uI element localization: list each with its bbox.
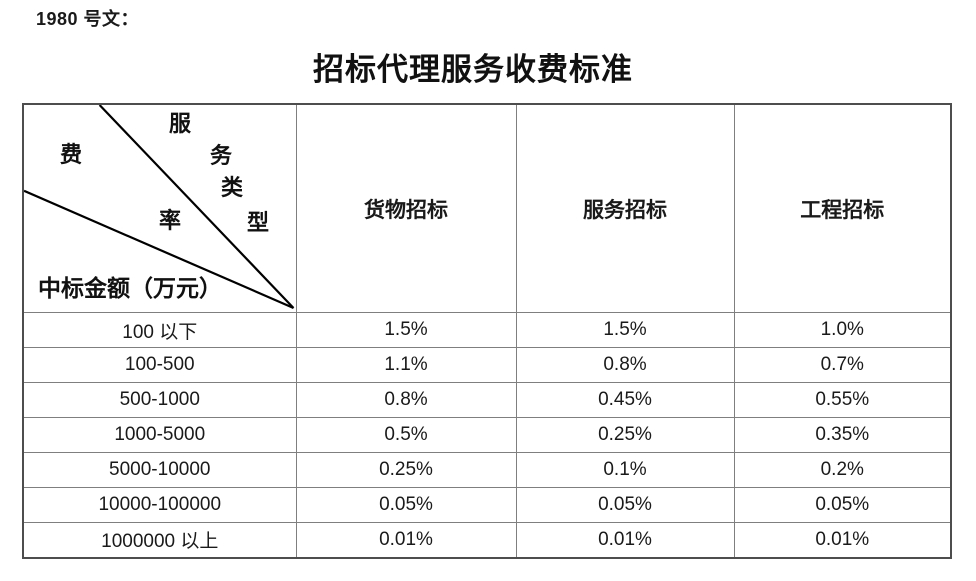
diagonal-divider-lines <box>24 105 295 309</box>
column-header-engineering: 工程招标 <box>733 103 952 313</box>
fee-cell: 1.0% <box>733 312 952 348</box>
fee-cell: 0.8% <box>515 347 735 383</box>
column-header-goods: 货物招标 <box>295 103 517 313</box>
amount-range-cell: 100-500 <box>22 347 297 383</box>
fee-cell: 0.45% <box>515 382 735 418</box>
fee-cell: 0.05% <box>733 487 952 523</box>
amount-range-cell: 10000-100000 <box>22 487 297 523</box>
column-header-services: 服务招标 <box>515 103 735 313</box>
header-row: 服 务 类 型 费 率 中标金额（万元） 货物招标 服务招标 工程招标 <box>22 103 952 313</box>
fee-cell: 0.25% <box>515 417 735 453</box>
table-row: 100 以下 1.5% 1.5% 1.0% <box>22 312 952 348</box>
amount-range-cell: 5000-10000 <box>22 452 297 488</box>
table-row: 5000-10000 0.25% 0.1% 0.2% <box>22 452 952 488</box>
fee-cell: 1.1% <box>295 347 517 383</box>
table-row: 500-1000 0.8% 0.45% 0.55% <box>22 382 952 418</box>
fee-cell: 0.25% <box>295 452 517 488</box>
cell-axis-char-1: 费 <box>60 142 83 167</box>
row-axis-label: 中标金额（万元） <box>38 276 222 301</box>
table-row: 10000-100000 0.05% 0.05% 0.05% <box>22 487 952 523</box>
fee-cell: 1.5% <box>515 312 735 348</box>
amount-range-cell: 500-1000 <box>22 382 297 418</box>
fee-cell: 0.35% <box>733 417 952 453</box>
fee-cell: 0.05% <box>295 487 517 523</box>
fee-cell: 0.1% <box>515 452 735 488</box>
page-title: 招标代理服务收费标准 <box>313 52 633 87</box>
doc-ref-label: 1980 号文： <box>36 9 140 29</box>
fee-cell: 0.01% <box>733 522 952 558</box>
amount-range-cell: 1000000 以上 <box>22 522 297 558</box>
table-row: 1000000 以上 0.01% 0.01% 0.01% <box>22 522 952 558</box>
col-axis-char-3: 类 <box>221 175 244 200</box>
table-row: 1000-5000 0.5% 0.25% 0.35% <box>22 417 952 453</box>
fee-cell: 0.2% <box>733 452 952 488</box>
col-axis-char-4: 型 <box>247 210 270 235</box>
diagonal-header-cell: 服 务 类 型 费 率 中标金额（万元） <box>22 103 297 313</box>
amount-range-cell: 100 以下 <box>22 312 297 348</box>
fee-cell: 1.5% <box>295 312 517 348</box>
col-axis-char-1: 服 <box>169 111 192 136</box>
fee-cell: 0.05% <box>515 487 735 523</box>
fee-standard-table: 服 务 类 型 费 率 中标金额（万元） 货物招标 服务招标 工程招标 100 … <box>22 103 952 559</box>
col-axis-char-2: 务 <box>210 143 233 168</box>
cell-axis-char-2: 率 <box>159 208 182 233</box>
fee-cell: 0.7% <box>733 347 952 383</box>
amount-range-cell: 1000-5000 <box>22 417 297 453</box>
fee-cell: 0.01% <box>515 522 735 558</box>
fee-cell: 0.5% <box>295 417 517 453</box>
diagonal-header-inner: 服 务 类 型 费 率 中标金额（万元） <box>24 105 296 312</box>
fee-cell: 0.8% <box>295 382 517 418</box>
fee-cell: 0.55% <box>733 382 952 418</box>
fee-cell: 0.01% <box>295 522 517 558</box>
table-row: 100-500 1.1% 0.8% 0.7% <box>22 347 952 383</box>
